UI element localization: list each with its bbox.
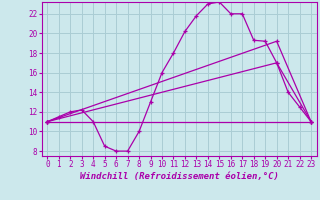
X-axis label: Windchill (Refroidissement éolien,°C): Windchill (Refroidissement éolien,°C) — [80, 172, 279, 181]
